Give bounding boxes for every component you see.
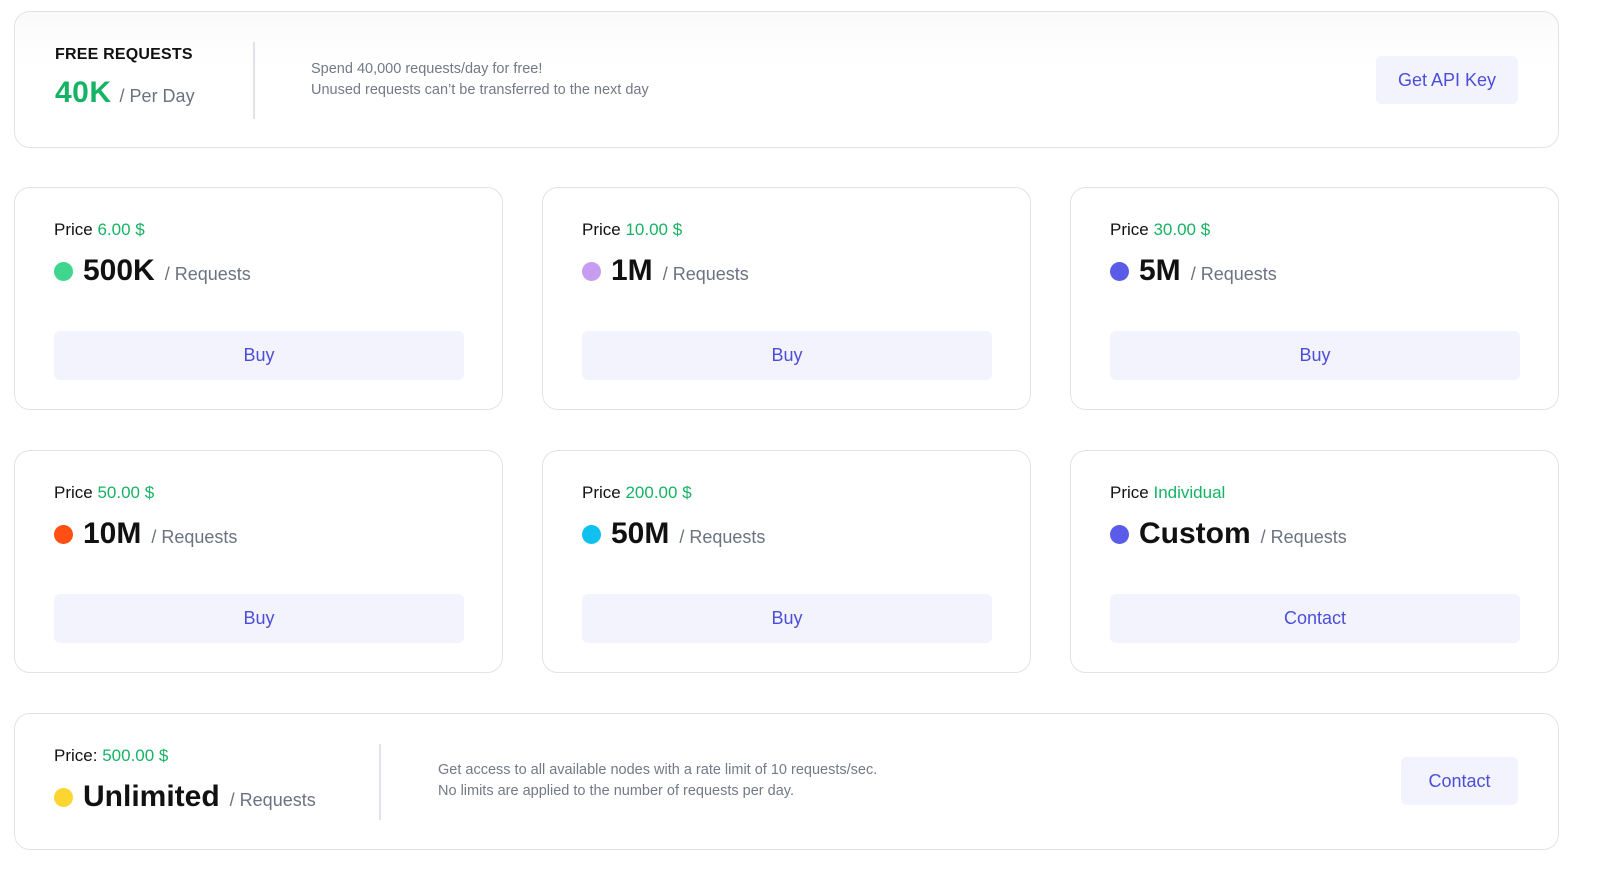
- plan-price-label: Price: [582, 483, 621, 502]
- unlimited-contact-button[interactable]: Contact: [1401, 757, 1518, 805]
- plan-amount-row: Custom / Requests: [1110, 517, 1347, 551]
- plan-price-label: Price: [1110, 220, 1149, 239]
- free-requests-desc-line-2: Unused requests can’t be transferred to …: [311, 82, 649, 98]
- unlimited-price-value: 500.00 $: [102, 746, 169, 765]
- unlimited-amount: Unlimited: [83, 780, 220, 813]
- plan-price-label: Price: [582, 220, 621, 239]
- plan-card-5m: Price 30.00 $ 5M / Requests Buy: [1070, 187, 1559, 410]
- plan-price-label: Price: [54, 220, 93, 239]
- plan-price-value: 6.00 $: [97, 220, 145, 239]
- plan-color-dot-icon: [54, 524, 73, 544]
- plan-card-500k: Price 6.00 $ 500K / Requests Buy: [14, 187, 503, 410]
- get-api-key-button[interactable]: Get API Key: [1376, 56, 1518, 104]
- unlimited-divider: [379, 744, 381, 820]
- buy-button[interactable]: Buy: [54, 594, 464, 643]
- unlimited-price-line: Price: 500.00 $: [54, 746, 168, 766]
- buy-button[interactable]: Buy: [1110, 331, 1520, 380]
- plan-price-value: 30.00 $: [1153, 220, 1211, 239]
- plan-amount-row: 5M / Requests: [1110, 254, 1277, 288]
- plan-card-50m: Price 200.00 $ 50M / Requests Buy: [542, 450, 1031, 673]
- plan-price-value: 10.00 $: [625, 220, 683, 239]
- unlimited-color-dot-icon: [54, 787, 73, 807]
- free-requests-summary: FREE REQUESTS 40K / Per Day: [55, 46, 195, 110]
- unlimited-desc-line-2: No limits are applied to the number of r…: [438, 783, 794, 799]
- unlimited-description: Get access to all available nodes with a…: [438, 760, 877, 802]
- unlimited-price-label: Price:: [54, 746, 98, 765]
- free-requests-desc-line-1: Spend 40,000 requests/day for free!: [311, 61, 543, 77]
- plan-amount-row: 10M / Requests: [54, 517, 237, 551]
- unlimited-amount-row: Unlimited / Requests: [54, 780, 316, 814]
- plan-price-label: Price: [54, 483, 93, 502]
- unlimited-plan-card: Price: 500.00 $ Unlimited / Requests Get…: [14, 713, 1559, 850]
- plan-color-dot-icon: [582, 524, 601, 544]
- unlimited-amount-unit: / Requests: [229, 789, 316, 810]
- buy-button[interactable]: Buy: [582, 331, 992, 380]
- plan-price-line: Price 200.00 $: [582, 483, 692, 503]
- plan-color-dot-icon: [582, 261, 601, 281]
- unlimited-desc-line-1: Get access to all available nodes with a…: [438, 762, 878, 778]
- plan-amount: 500K: [83, 254, 155, 287]
- plan-amount: 5M: [1139, 254, 1181, 287]
- plan-price-value: 200.00 $: [625, 483, 692, 502]
- plan-price-value: 50.00 $: [97, 483, 155, 502]
- plan-amount: Custom: [1139, 517, 1251, 550]
- plan-price-line: Price 30.00 $: [1110, 220, 1210, 240]
- buy-button[interactable]: Buy: [582, 594, 992, 643]
- plan-amount-unit: / Requests: [1190, 263, 1277, 284]
- free-requests-amount-row: 40K / Per Day: [55, 76, 195, 110]
- contact-button[interactable]: Contact: [1110, 594, 1520, 643]
- plan-price-line: Price Individual: [1110, 483, 1225, 503]
- plan-price-line: Price 6.00 $: [54, 220, 145, 240]
- buy-button[interactable]: Buy: [54, 331, 464, 380]
- plan-amount-unit: / Requests: [1260, 526, 1347, 547]
- free-requests-title: FREE REQUESTS: [55, 46, 193, 63]
- plan-amount-unit: / Requests: [679, 526, 766, 547]
- plan-amount-unit: / Requests: [151, 526, 238, 547]
- plan-amount-row: 1M / Requests: [582, 254, 749, 288]
- free-requests-unit: / Per Day: [119, 86, 195, 106]
- plan-amount: 1M: [611, 254, 653, 287]
- plan-price-value: Individual: [1153, 483, 1226, 502]
- plan-price-label: Price: [1110, 483, 1149, 502]
- plan-color-dot-icon: [54, 261, 73, 281]
- plan-amount-row: 50M / Requests: [582, 517, 765, 551]
- plan-amount-unit: / Requests: [164, 263, 251, 284]
- plan-price-line: Price 50.00 $: [54, 483, 154, 503]
- free-requests-description: Spend 40,000 requests/day for free! Unus…: [311, 59, 649, 101]
- free-requests-divider: [253, 42, 255, 119]
- free-requests-card: FREE REQUESTS 40K / Per Day Spend 40,000…: [14, 11, 1559, 148]
- plan-color-dot-icon: [1110, 524, 1129, 544]
- plan-amount-row: 500K / Requests: [54, 254, 251, 288]
- plan-color-dot-icon: [1110, 261, 1129, 281]
- plan-card-10m: Price 50.00 $ 10M / Requests Buy: [14, 450, 503, 673]
- plan-price-line: Price 10.00 $: [582, 220, 682, 240]
- free-requests-amount: 40K: [55, 76, 112, 109]
- plan-amount: 10M: [83, 517, 142, 550]
- plan-amount: 50M: [611, 517, 670, 550]
- plan-card-custom: Price Individual Custom / Requests Conta…: [1070, 450, 1559, 673]
- plan-amount-unit: / Requests: [662, 263, 749, 284]
- plan-card-1m: Price 10.00 $ 1M / Requests Buy: [542, 187, 1031, 410]
